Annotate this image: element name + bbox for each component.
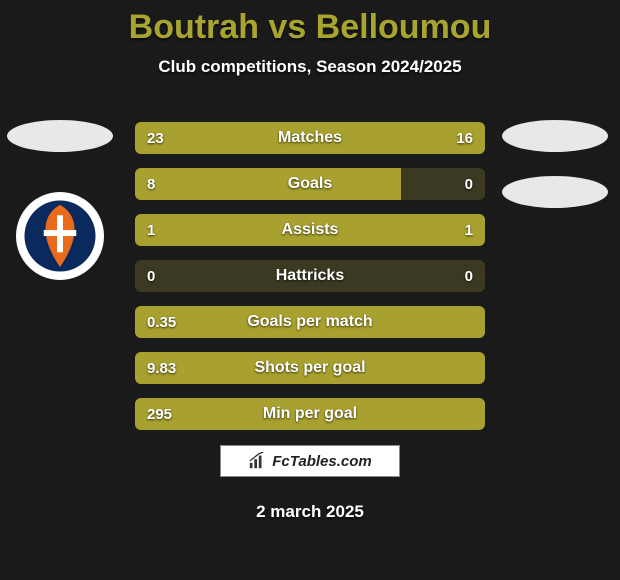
stat-row: 11Assists [135, 214, 485, 246]
stat-row: 9.83Shots per goal [135, 352, 485, 384]
stat-row: 0.35Goals per match [135, 306, 485, 338]
subtitle: Club competitions, Season 2024/2025 [0, 57, 620, 77]
bar-left-fill [135, 122, 401, 154]
bar-right-fill [401, 122, 485, 154]
bar-left-fill [135, 168, 401, 200]
player-right-ellipse-2 [502, 176, 608, 208]
player-left-ellipse [7, 120, 113, 152]
stat-row: 80Goals [135, 168, 485, 200]
stat-row: 2316Matches [135, 122, 485, 154]
brand-text: FcTables.com [272, 453, 371, 470]
club-badge-left [16, 192, 104, 280]
stat-row: 00Hattricks [135, 260, 485, 292]
stat-row: 295Min per goal [135, 398, 485, 430]
bar-background [135, 260, 485, 292]
bar-left-fill [135, 306, 485, 338]
bar-right-fill [310, 214, 485, 246]
brand-chart-icon [248, 452, 266, 470]
player-left-logos [10, 120, 110, 280]
brand-badge: FcTables.com [220, 445, 400, 477]
club-badge-icon [23, 199, 97, 273]
player-right-ellipse-1 [502, 120, 608, 152]
stats-bars: 2316Matches 80Goals 11Assists 00Hattricks 0.… [135, 122, 485, 430]
page-title: Boutrah vs Belloumou [0, 0, 620, 47]
player-right-logos [500, 120, 610, 208]
bar-left-fill [135, 352, 485, 384]
footer-date: 2 march 2025 [0, 502, 620, 522]
bar-left-fill [135, 214, 310, 246]
bar-left-fill [135, 398, 485, 430]
